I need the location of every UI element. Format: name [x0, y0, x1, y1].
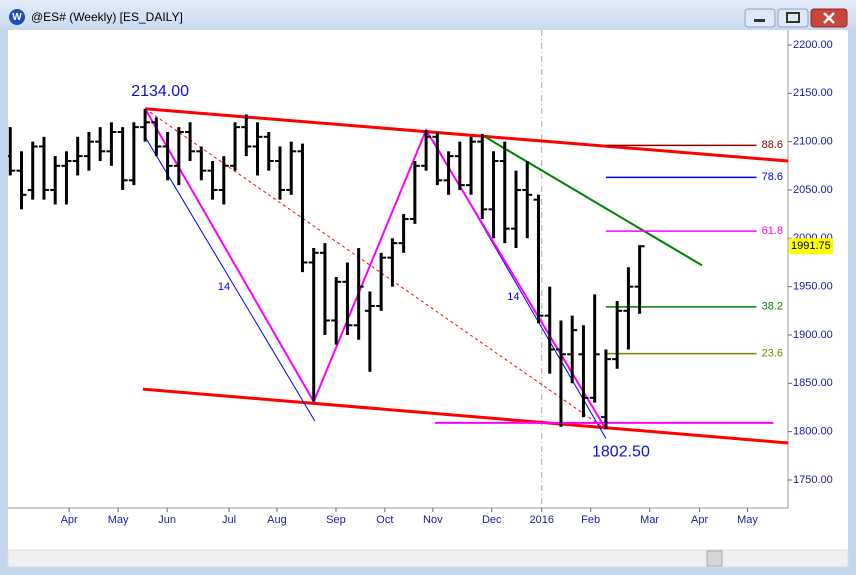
title-bar [0, 0, 856, 30]
close-button[interactable] [810, 8, 848, 28]
x-tick-label: Dec [482, 514, 502, 526]
y-tick-label: 2100.00 [793, 136, 833, 148]
x-tick-label: Aug [267, 514, 287, 526]
x-tick-label: 2016 [530, 514, 554, 526]
trendline [142, 387, 788, 445]
fib-label: 38.2 [762, 301, 783, 313]
trendline-label: 14 [507, 291, 519, 303]
x-tick-label: Oct [376, 514, 393, 526]
y-tick-label: 1750.00 [793, 474, 833, 486]
x-tick-label: Mar [640, 514, 659, 526]
price-annotation: 1802.50 [592, 443, 650, 460]
minimize-button[interactable] [744, 8, 776, 28]
y-tick-label: 1800.00 [793, 426, 833, 438]
fib-label: 78.6 [762, 171, 783, 183]
y-tick-label: 2150.00 [793, 87, 833, 99]
y-tick-label: 1850.00 [793, 377, 833, 389]
y-tick-label: 2050.00 [793, 184, 833, 196]
fib-label: 88.6 [762, 139, 783, 151]
y-tick-label: 2200.00 [793, 39, 833, 51]
client-area [8, 30, 848, 567]
x-tick-label: Sep [326, 514, 346, 526]
last-price-box [789, 238, 833, 255]
x-tick-label: May [108, 514, 129, 526]
trendline [144, 108, 607, 430]
scrollbar-thumb[interactable] [706, 550, 723, 567]
x-tick-label: May [737, 514, 758, 526]
overlay: 1750.001800.001850.001900.001950.002000.… [61, 39, 833, 526]
x-tick-label: Jun [158, 514, 176, 526]
trendline-label: 14 [218, 281, 230, 293]
x-tick-label: Apr [61, 514, 78, 526]
app-icon [9, 9, 25, 25]
window-title: @ES# (Weekly) [ES_DAILY] [31, 10, 183, 24]
x-tick-label: Feb [581, 514, 600, 526]
fib-label: 61.8 [762, 225, 783, 237]
last-price-label: 1991.75 [791, 240, 831, 252]
y-tick-label: 1900.00 [793, 329, 833, 341]
scrollbar[interactable] [7, 549, 849, 568]
price-annotation: 2134.00 [131, 83, 189, 100]
x-tick-label: Jul [222, 514, 236, 526]
trendline [144, 136, 316, 422]
fib-label: 23.6 [762, 348, 783, 360]
x-tick-label: Nov [423, 514, 443, 526]
plot-area [8, 30, 788, 508]
trendline [484, 135, 703, 267]
app-icon-letter: W [12, 12, 22, 23]
y-tick-label: 1950.00 [793, 281, 833, 293]
trendline [144, 107, 788, 163]
maximize-button[interactable] [777, 8, 809, 28]
x-tick-label: Apr [691, 514, 708, 526]
